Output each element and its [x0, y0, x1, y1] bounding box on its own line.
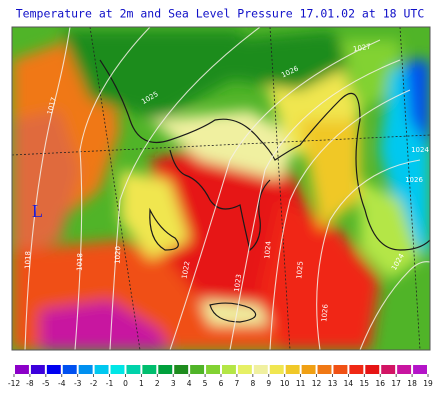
coastline: [99, 59, 430, 251]
color-legend: -12 -8 -5 -4 -3 -2 -1 0 1 2 3 4 5 6 7 8 9 10 11 12 13 14 15 16 1…: [8, 365, 433, 388]
isobar-label: 1027: [353, 43, 372, 54]
color-swatch: [78, 365, 93, 374]
color-swatch: [174, 365, 189, 374]
color-swatch: [397, 365, 412, 374]
map-frame: [11, 26, 431, 351]
color-swatch: [365, 365, 380, 374]
island: [209, 302, 257, 323]
legend-tick-label: 17: [391, 379, 401, 388]
legend-tick-label: 13: [328, 379, 338, 388]
color-swatch: [349, 365, 364, 374]
isobar: [359, 261, 430, 350]
color-swatch: [30, 365, 45, 374]
color-swatch: [46, 365, 61, 374]
isobar-label: 1024: [263, 240, 273, 259]
color-swatch: [269, 365, 284, 374]
isobar: [269, 89, 411, 350]
isobar-label: 1018: [76, 253, 85, 271]
color-swatch: [126, 365, 141, 374]
legend-tick-label: 3: [171, 379, 176, 388]
color-swatch: [206, 365, 220, 374]
legend-tick-label: 4: [187, 379, 192, 388]
color-swatch: [333, 365, 348, 374]
lat-lon-grid: [12, 27, 430, 350]
color-swatch: [190, 365, 205, 374]
isobar: [74, 27, 151, 350]
island: [149, 207, 179, 251]
legend-tick-label: 8: [250, 379, 255, 388]
color-swatch: [222, 365, 236, 374]
legend-tick-label: 6: [219, 379, 224, 388]
legend-tick-label: 0: [123, 379, 128, 388]
legend-tick-label: 18: [407, 379, 417, 388]
map-title: Temperature at 2m and Sea Level Pressure…: [16, 7, 425, 21]
legend-tick-label: 7: [235, 379, 240, 388]
isobar: [109, 27, 261, 350]
legend-tick-label: 16: [375, 379, 385, 388]
isobar-label: 1018: [24, 251, 33, 269]
color-swatch: [301, 365, 316, 374]
color-swatch: [237, 365, 252, 374]
isobar: [316, 159, 421, 350]
isobar: [24, 27, 71, 350]
color-swatch: [285, 365, 300, 374]
legend-tick-label: 10: [280, 379, 290, 388]
isobar-label: 1020: [114, 246, 123, 264]
legend-tick-label: -8: [26, 379, 34, 388]
color-swatch: [142, 365, 157, 374]
legend-tick-label: 14: [344, 379, 354, 388]
legend-tick-label: 12: [312, 379, 322, 388]
legend-tick-label: 1: [139, 379, 144, 388]
isobar-label: 1024: [411, 146, 429, 154]
isobar-label: 1023: [233, 274, 243, 293]
legend-tick-label: 11: [296, 379, 306, 388]
color-swatch: [253, 365, 268, 374]
legend-tick-label: -3: [74, 379, 82, 388]
color-swatch: [381, 365, 396, 374]
isobar: [229, 59, 401, 350]
coastline: [169, 149, 271, 252]
legend-tick-label: 2: [155, 379, 160, 388]
legend-tick-label: -5: [42, 379, 50, 388]
isobar-label: 1026: [320, 303, 330, 322]
color-swatch: [62, 365, 77, 374]
legend-tick-label: -1: [106, 379, 114, 388]
legend-tick-label: 5: [203, 379, 208, 388]
color-swatch: [158, 365, 173, 374]
legend-tick-label: -12: [8, 379, 20, 388]
isobar-label: 1026: [405, 176, 423, 184]
color-swatch: [413, 365, 427, 374]
color-swatch: [110, 365, 125, 374]
color-swatch: [15, 365, 29, 374]
isobar-label: 1022: [181, 261, 192, 280]
color-swatch: [317, 365, 332, 374]
legend-tick-label: -2: [90, 379, 98, 388]
isobar-label: 1025: [295, 261, 305, 279]
legend-tick-label: 19: [423, 379, 433, 388]
isobar: [169, 39, 381, 350]
legend-tick-label: 15: [360, 379, 370, 388]
low-pressure-marker: L: [32, 201, 43, 221]
color-swatch: [94, 365, 109, 374]
legend-tick-label: 9: [266, 379, 271, 388]
legend-tick-label: -4: [58, 379, 66, 388]
